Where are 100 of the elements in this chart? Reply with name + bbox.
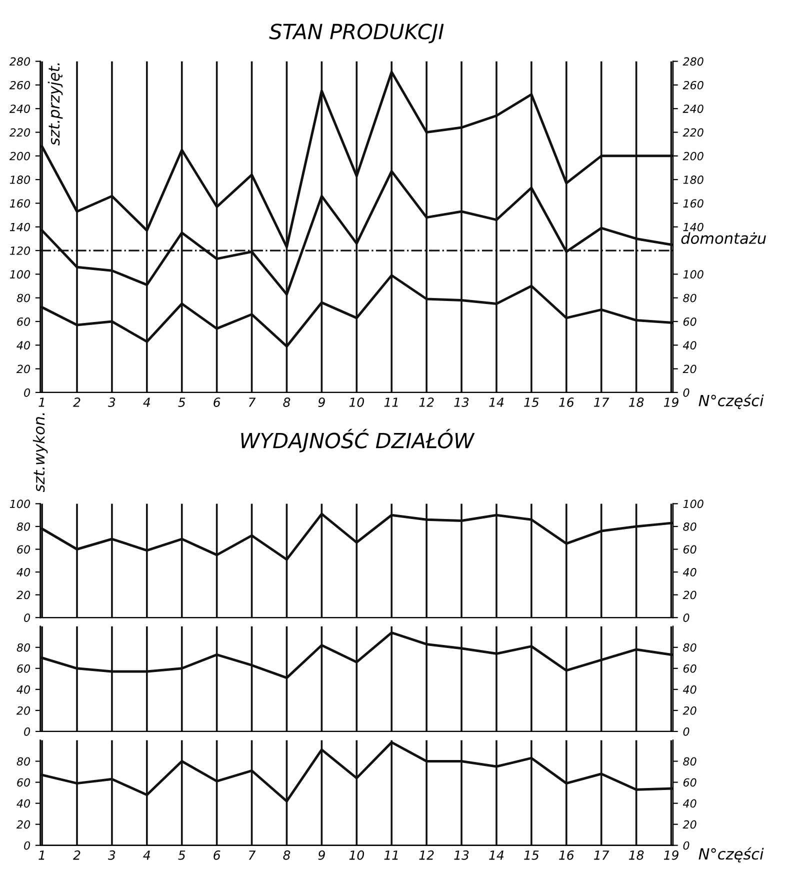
chart-title: STAN PRODUKCJI xyxy=(269,24,444,44)
x-tick-label: 19 xyxy=(664,850,678,860)
y-tick-label: 40 xyxy=(16,685,30,694)
y-axis-title: szt.wykon. xyxy=(32,413,48,492)
y-tick-label: 20 xyxy=(16,364,30,374)
y-tick-label: 20 xyxy=(16,706,30,715)
x-tick-label: 10 xyxy=(349,850,364,860)
x-tick-label: 15 xyxy=(524,398,539,407)
x-tick-label: 16 xyxy=(559,850,574,860)
x-tick-label: 5 xyxy=(178,850,186,860)
y-tick-label: 60 xyxy=(17,664,30,673)
y2-tick-label: 40 xyxy=(682,341,696,350)
y-tick-label: 80 xyxy=(16,643,30,652)
y-tick-label: 260 xyxy=(9,80,30,90)
y2-tick-label: 0 xyxy=(683,727,690,736)
y2-tick-label: 60 xyxy=(683,545,696,554)
y-tick-label: 100 xyxy=(10,270,30,279)
x-tick-label: 10 xyxy=(349,398,364,407)
x-tick-label: 2 xyxy=(73,850,80,860)
y-tick-label: 60 xyxy=(17,545,30,554)
y2-tick-label: 0 xyxy=(683,841,690,850)
x-tick-label: 6 xyxy=(214,850,220,860)
x-tick-label: 9 xyxy=(318,850,325,860)
y2-tick-label: 40 xyxy=(682,685,696,694)
y2-tick-label: 0 xyxy=(683,614,690,622)
y-tick-label: 0 xyxy=(24,727,30,736)
x-tick-label: 3 xyxy=(108,398,116,407)
x-tick-label: 14 xyxy=(489,850,504,860)
y-tick-label: 100 xyxy=(10,500,30,508)
y-tick-label: 40 xyxy=(16,568,30,576)
x-tick-label: 15 xyxy=(524,850,539,860)
y2-tick-label: 80 xyxy=(683,522,696,531)
y2-tick-label: 140 xyxy=(683,222,704,232)
y-tick-label: 80 xyxy=(16,294,30,302)
y-tick-label: 220 xyxy=(9,128,30,137)
y2-tick-label: 100 xyxy=(683,270,704,279)
y-tick-label: 40 xyxy=(16,341,30,350)
y-tick-label: 80 xyxy=(16,522,30,531)
x-tick-label: 12 xyxy=(419,398,434,407)
x-tick-label: 13 xyxy=(454,398,469,407)
y-tick-label: 120 xyxy=(10,246,30,255)
y-tick-label: 60 xyxy=(17,317,30,326)
y2-tick-label: 0 xyxy=(683,388,690,397)
y2-tick-label: 40 xyxy=(682,568,696,576)
y2-tick-label: 20 xyxy=(682,820,696,829)
y-tick-label: 80 xyxy=(16,757,30,766)
x-tick-label: 13 xyxy=(454,850,469,860)
y-tick-label: 0 xyxy=(24,614,30,622)
y-tick-label: 160 xyxy=(10,199,30,208)
y-tick-label: 0 xyxy=(24,841,30,850)
y2-tick-label: 80 xyxy=(683,294,696,302)
x-tick-label: 17 xyxy=(594,850,610,860)
y2-tick-label: 220 xyxy=(682,128,704,137)
y-tick-label: 280 xyxy=(9,57,30,66)
x-tick-label: 7 xyxy=(248,850,256,860)
y2-tick-label: 180 xyxy=(683,176,704,184)
x-tick-label: 1 xyxy=(38,398,44,407)
y2-tick-label: 280 xyxy=(682,57,704,66)
y2-tick-label: 200 xyxy=(682,152,704,160)
x-tick-label: 16 xyxy=(559,398,574,407)
y2-tick-label: 260 xyxy=(682,80,704,90)
ref-line-label: domontażu xyxy=(681,232,766,244)
x-tick-label: 11 xyxy=(384,850,398,860)
y-tick-label: 20 xyxy=(16,590,30,600)
y-tick-label: 140 xyxy=(10,222,30,232)
x-tick-label: 18 xyxy=(628,398,644,407)
x-tick-label: 5 xyxy=(178,398,186,407)
x-tick-label: 11 xyxy=(384,398,398,407)
y2-tick-label: 40 xyxy=(682,799,696,808)
x-tick-label: 8 xyxy=(283,850,290,860)
y2-tick-label: 20 xyxy=(682,706,696,715)
y2-tick-label: 80 xyxy=(683,757,696,766)
y2-tick-label: 240 xyxy=(682,104,704,114)
x-tick-label: 12 xyxy=(419,850,434,860)
x-tick-label: 6 xyxy=(214,398,220,407)
y2-tick-label: 160 xyxy=(683,199,704,208)
y-tick-label: 40 xyxy=(16,799,30,808)
y-tick-label: 200 xyxy=(9,152,30,160)
y-tick-label: 180 xyxy=(10,176,30,184)
x-axis-title: N°części xyxy=(698,847,764,862)
x-tick-label: 4 xyxy=(143,850,150,860)
x-tick-label: 14 xyxy=(489,398,504,407)
x-tick-label: 3 xyxy=(108,850,116,860)
y2-tick-label: 80 xyxy=(683,643,696,652)
y2-tick-label: 60 xyxy=(683,664,696,673)
x-tick-label: 7 xyxy=(248,398,256,407)
x-tick-label: 1 xyxy=(38,850,44,860)
x-tick-label: 9 xyxy=(318,398,325,407)
x-tick-label: 19 xyxy=(664,398,678,407)
x-tick-label: 8 xyxy=(283,398,290,407)
y2-tick-label: 60 xyxy=(683,778,696,787)
y-tick-label: 20 xyxy=(16,820,30,829)
y-tick-label: 0 xyxy=(24,388,30,397)
y2-tick-label: 60 xyxy=(683,317,696,326)
x-tick-label: 2 xyxy=(73,398,80,407)
y-tick-label: 240 xyxy=(9,104,30,114)
x-axis-title: N°części xyxy=(698,394,764,410)
chart-title: WYDAJNOŚĆ DZIAŁÓW xyxy=(241,428,475,452)
x-tick-label: 18 xyxy=(628,850,644,860)
x-tick-label: 17 xyxy=(594,398,610,407)
